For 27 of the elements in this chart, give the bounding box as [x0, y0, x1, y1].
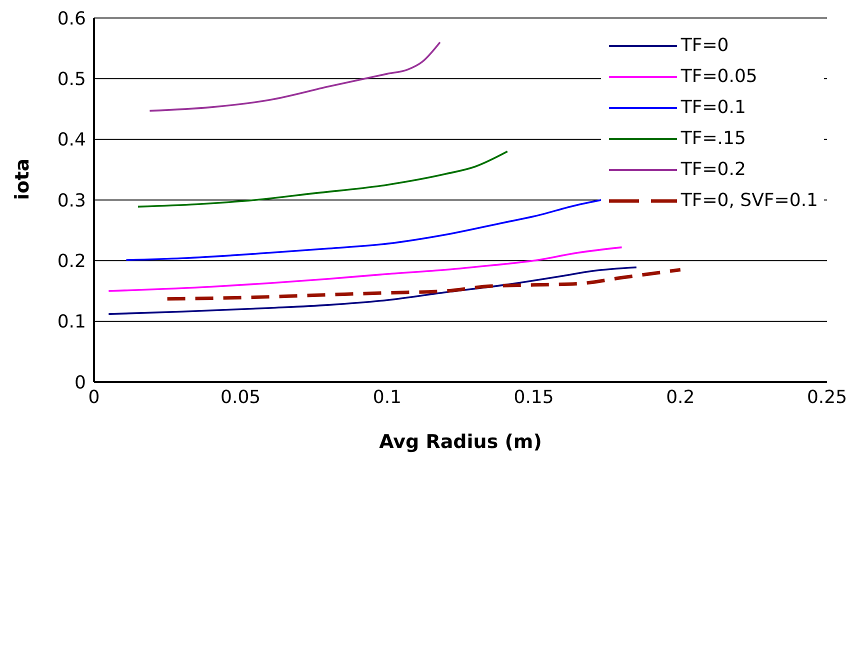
legend-label: TF=0.05 [680, 66, 758, 87]
legend-label: TF=0 [680, 35, 729, 56]
legend-label: TF=.15 [680, 128, 746, 149]
line-series [148, 41, 441, 112]
legend-label: TF=0.2 [680, 159, 746, 180]
x-tick-label: 0 [88, 386, 100, 408]
y-tick-label: 0.1 [57, 312, 86, 333]
line-series [125, 199, 602, 261]
y-tick-label: 0.3 [57, 190, 86, 212]
y-tick-label: 0.6 [57, 8, 86, 30]
y-tick-label: 0.4 [57, 130, 86, 151]
x-axis-title: Avg Radius (m) [379, 431, 542, 453]
y-tick-label: 0 [74, 372, 86, 394]
x-tick-label: 0.2 [666, 386, 695, 408]
y-tick-label: 0.2 [57, 251, 86, 272]
legend-label: TF=0.1 [680, 97, 746, 118]
x-tick-label: 0.25 [806, 386, 848, 408]
x-tick-label: 0.15 [514, 386, 554, 408]
legend-label: TF=0, SVF=0.1 [680, 190, 818, 211]
line-series [108, 246, 623, 292]
y-tick-label: 0.5 [57, 69, 86, 90]
line-series [108, 266, 638, 315]
y-axis-title: iota [12, 158, 34, 200]
x-tick-label: 0.05 [220, 386, 261, 408]
x-tick-label: 0.1 [372, 386, 402, 408]
line-series [137, 150, 508, 208]
line-series [166, 268, 682, 301]
